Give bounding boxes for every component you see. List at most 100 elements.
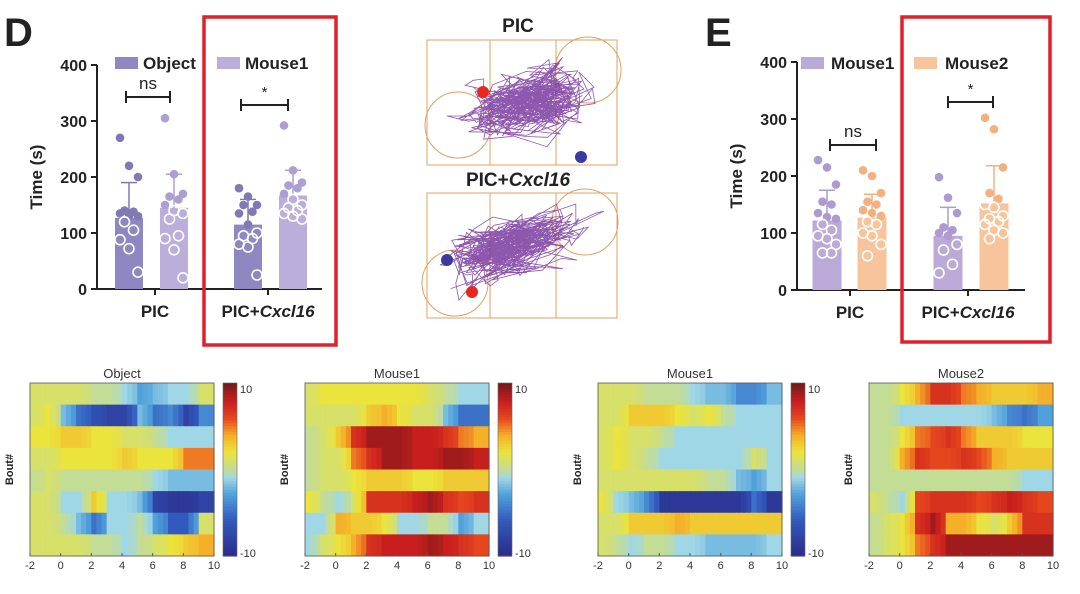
heatmap-cell (157, 512, 164, 535)
colorbar-frame (497, 382, 513, 557)
heatmap-cell (116, 404, 123, 427)
heatmap-cell (705, 491, 712, 514)
heatmap-cell (361, 426, 367, 449)
heatmap-cell (106, 512, 113, 535)
heatmap-cell (1042, 426, 1049, 449)
heatmap-cell (695, 383, 701, 406)
data-point (825, 247, 838, 259)
heatmap-cell (915, 404, 921, 427)
group-label-italic: Cxcl16 (260, 302, 315, 321)
colorbar-segment (498, 455, 512, 459)
heatmap-cell (659, 426, 666, 449)
heatmap-cell (971, 512, 977, 535)
colorbar-segment (223, 429, 237, 433)
heatmap-cell (96, 383, 103, 406)
panel-label-d: D (4, 11, 33, 55)
colorbar-segment (498, 432, 512, 436)
heatmap-cell (391, 512, 398, 535)
heatmap-cell (940, 383, 947, 406)
heatmap-cell (91, 426, 98, 449)
heatmap-cell (920, 512, 926, 535)
heatmap-cell (674, 512, 681, 535)
heatmap-cell (386, 469, 393, 492)
heatmap-cell (766, 469, 773, 492)
heatmap-cell (116, 447, 123, 471)
significance-bracket (829, 139, 877, 151)
heatmap-cell (608, 534, 614, 557)
heatmap-cell (127, 383, 133, 406)
heatmap-cell (1017, 534, 1023, 557)
heatmap-cell (335, 447, 342, 471)
colorbar-segment (498, 547, 512, 551)
data-point (288, 165, 298, 175)
heatmap-cell (437, 447, 444, 471)
heatmap-cell (30, 469, 36, 492)
heatmap-cell (448, 491, 454, 514)
heatmap-cell (930, 426, 937, 449)
heatmap-cell (122, 469, 128, 492)
heatmap-cell (766, 383, 773, 406)
x-tick-label: -2 (25, 560, 35, 572)
heatmap-cell (376, 447, 383, 471)
data-point (163, 213, 176, 225)
heatmap-cell (1027, 383, 1034, 406)
colorbar-segment (498, 426, 512, 430)
heatmap-cell (427, 469, 434, 492)
colorbar-segment (498, 408, 512, 413)
heatmap-cell (1037, 447, 1044, 471)
data-point (124, 211, 134, 221)
heatmap-cell (996, 383, 1003, 406)
heatmap-cell (746, 404, 752, 427)
heatmap-cell (432, 383, 439, 406)
colorbar-segment (498, 495, 512, 499)
heatmap-cell (81, 512, 87, 535)
heatmap-cell (664, 491, 671, 514)
heatmap-cell (310, 512, 316, 535)
heatmap-cell (35, 512, 41, 535)
heatmap-cell (1027, 512, 1034, 535)
colorbar-segment (223, 411, 237, 416)
data-point (243, 220, 253, 229)
heatmap-cell (930, 383, 937, 406)
colorbar-segment (223, 403, 237, 407)
heatmap-cell (371, 512, 378, 535)
heatmap-cell (453, 534, 459, 557)
heatmap-cell (955, 512, 962, 535)
colorbar-min-label: -10 (240, 548, 256, 560)
heatmap-cell (453, 447, 459, 471)
heatmap-cell (463, 512, 470, 535)
heatmap-cell (608, 447, 614, 471)
colorbar-segment (791, 524, 805, 528)
heatmap-cell (50, 469, 57, 492)
heatmap-cell (412, 404, 419, 427)
heatmap-cell (889, 512, 896, 535)
data-point (933, 267, 945, 279)
heatmap-cell (720, 404, 727, 427)
heatmap-cell (894, 469, 901, 492)
heatmap-cell (422, 404, 429, 427)
heatmap-cell (203, 491, 210, 514)
heatmap-cell (654, 512, 660, 535)
heatmap-cell (111, 447, 118, 471)
heatmap-cell (381, 404, 388, 427)
heatmap-cell (188, 512, 195, 535)
heatmap-cell (746, 426, 752, 449)
colorbar-segment (223, 483, 237, 488)
heatmap-cell (193, 512, 200, 535)
heatmap-cell (725, 534, 732, 557)
colorbar-segment (791, 385, 805, 390)
heatmap-cell (468, 469, 475, 492)
heatmap-cell (736, 404, 742, 427)
heatmap-cell (1042, 447, 1049, 471)
colorbar-segment (791, 475, 805, 479)
heatmap-cell (674, 491, 681, 514)
significance-bracket (947, 96, 994, 108)
heatmap-cell (1001, 534, 1008, 557)
heatmap-cell (608, 491, 614, 514)
heatmap-cell (463, 469, 470, 492)
x-tick-label: 2 (656, 560, 662, 572)
heatmap-cell (478, 534, 485, 557)
heatmap-cell (730, 426, 737, 449)
heatmap-cell (971, 469, 977, 492)
heatmap-cell (1017, 383, 1023, 406)
